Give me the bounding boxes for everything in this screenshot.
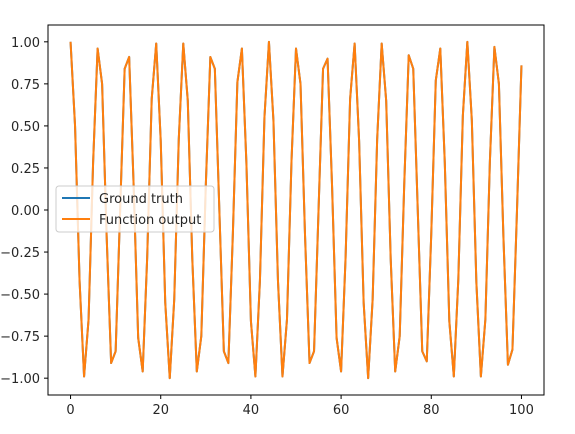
- x-tick-label: 60: [333, 403, 350, 418]
- legend-label-ground-truth: Ground truth: [99, 192, 183, 207]
- y-tick-label: 0.00: [11, 204, 40, 219]
- x-tick-label: 80: [423, 403, 440, 418]
- x-tick-label: 0: [66, 403, 74, 418]
- y-tick-label: −0.50: [0, 288, 40, 303]
- legend-label-function-output: Function output: [99, 213, 201, 228]
- y-tick-label: −0.75: [0, 330, 40, 345]
- legend: Ground truth Function output: [55, 185, 215, 233]
- y-tick-label: −0.25: [0, 246, 40, 261]
- y-axis: 1.00 0.75 0.50 0.25 0.00 −0.25 −0.50 −0.75 −1.00: [0, 36, 48, 387]
- series-layer: [69, 40, 523, 380]
- y-tick-label: −1.00: [0, 372, 40, 387]
- y-tick-label: 1.00: [11, 36, 40, 51]
- y-tick-label: 0.25: [11, 162, 40, 177]
- x-axis: 0 20 40 60 80 100: [66, 395, 534, 418]
- legend-box: [55, 185, 215, 233]
- x-tick-label: 40: [243, 403, 260, 418]
- y-tick-label: 0.75: [11, 78, 40, 93]
- series-line-function-output: [69, 40, 523, 380]
- x-tick-label: 100: [509, 403, 534, 418]
- x-tick-label: 20: [152, 403, 169, 418]
- y-tick-label: 0.50: [11, 120, 40, 135]
